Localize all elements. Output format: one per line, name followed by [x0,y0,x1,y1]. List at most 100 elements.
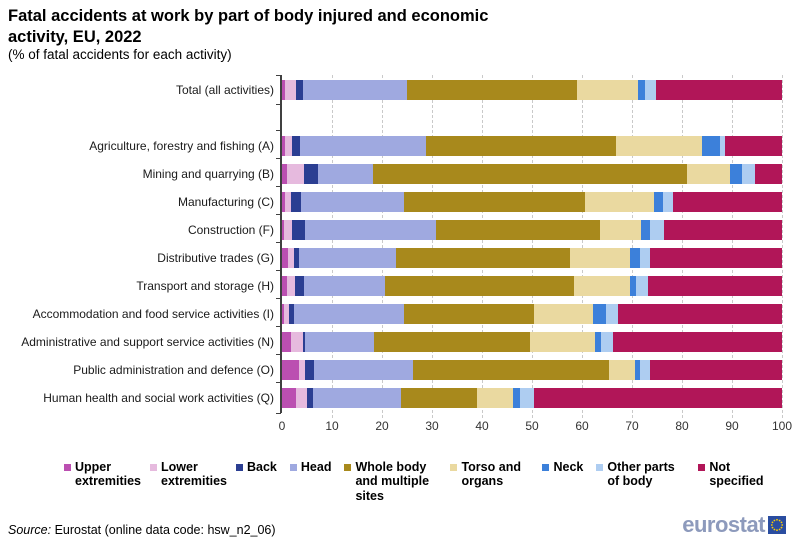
bar-segment-neck [630,248,640,268]
eurostat-logo-text: eurostat [682,512,765,537]
legend-item: Not specified [698,460,771,503]
bar-segment-whole-body-and-multiple-sites [412,360,609,380]
legend-label: Other parts of body [607,460,675,489]
category-label: Public administration and defence (O) [73,363,274,377]
bar-segment-upper-extremities [282,388,296,408]
gridline [632,75,633,418]
bar-segment-lower-extremities [290,332,303,352]
bar-segment-not-specified [725,136,782,156]
bar-segment-lower-extremities [295,388,307,408]
bar-segment-lower-extremities [285,80,296,100]
legend-item: Other parts of body [596,460,685,503]
y-axis-tick [276,242,281,243]
bar-segment-upper-extremities [282,164,287,184]
bar-row [282,276,782,296]
source-text: Eurostat (online data code: hsw_n2_06) [51,523,276,537]
legend-item: Head [289,460,332,503]
bar-segment-not-specified [613,332,782,352]
bar-segment-neck [701,136,720,156]
y-axis-tick [276,130,281,131]
bar-segment-torso-and-organs [615,136,702,156]
bar-segment-other-parts-of-body [650,220,664,240]
legend-swatch [450,464,458,471]
bar-segment-whole-body-and-multiple-sites [374,332,530,352]
bar-segment-head [300,136,426,156]
bar-segment-other-parts-of-body [742,164,755,184]
bar-segment-head [314,360,413,380]
category-label: Manufacturing (C) [177,195,274,209]
bar-segment-not-specified [650,360,782,380]
y-axis-tick [276,214,281,215]
bar-segment-back [291,220,305,240]
bar-segment-upper-extremities [282,332,291,352]
bar-segment-neck [640,220,650,240]
gridline [332,75,333,418]
bar-segment-other-parts-of-body [600,332,613,352]
bar-segment-back [292,136,300,156]
bar-segment-lower-extremities [284,304,289,324]
bar-segment-torso-and-organs [574,276,630,296]
legend-swatch [289,464,297,471]
bar-segment-head [313,388,401,408]
axis-tick-label: 50 [525,419,539,433]
bar-segment-not-specified [655,80,782,100]
bar-segment-torso-and-organs [533,304,593,324]
bar-segment-torso-and-organs [577,80,638,100]
bar-segment-lower-extremities [286,164,304,184]
bar-row [282,164,782,184]
bar-segment-other-parts-of-body [639,248,650,268]
axis-tick-label: 90 [725,419,739,433]
bar-segment-other-parts-of-body [645,80,656,100]
bar-segment-head [317,164,373,184]
bar-segment-upper-extremities [282,248,288,268]
chart-subtitle: (% of fatal accidents for each activity) [8,47,232,62]
title-line-2: activity, EU, 2022 [8,28,142,47]
bar-segment-head [300,192,404,212]
bar-segment-other-parts-of-body [640,360,650,380]
bar-segment-head [302,80,407,100]
bar-row [282,136,782,156]
page-title: Fatal accidents at work by part of body … [8,6,628,48]
y-axis-tick [276,75,281,76]
eurostat-logo: eurostat [682,512,786,538]
bar-segment-head [294,304,404,324]
bar-row [282,360,782,380]
bar-segment-torso-and-organs [570,248,630,268]
bar-segment-other-parts-of-body [719,136,725,156]
y-axis-line [280,75,282,413]
bar-segment-not-specified [664,220,782,240]
bar-segment-whole-body-and-multiple-sites [403,192,585,212]
gridline [782,75,783,418]
bar-segment-not-specified [673,192,782,212]
y-axis-tick [276,354,281,355]
bar-segment-head [305,332,374,352]
legend-item: Whole body and multiple sites [344,460,437,503]
bar-row [282,248,782,268]
y-axis-tick [276,413,281,414]
bar-segment-back [304,164,318,184]
legend-label: Head [300,460,332,474]
bar-segment-not-specified [618,304,782,324]
bar-segment-other-parts-of-body [519,388,534,408]
legend-swatch [236,464,243,471]
bar-segment-back [294,248,299,268]
bar-segment-torso-and-organs [600,220,641,240]
bar-segment-not-specified [754,164,782,184]
bar-segment-whole-body-and-multiple-sites [407,80,577,100]
legend-item: Back [236,460,277,503]
bar-segment-torso-and-organs [609,360,635,380]
bar-segment-upper-extremities [282,192,285,212]
bar-segment-torso-and-organs [529,332,595,352]
bar-segment-head [298,248,396,268]
bar-segment-other-parts-of-body [663,192,673,212]
category-label: Transport and storage (H) [136,279,274,293]
bar-segment-back [288,304,294,324]
legend-swatch [542,464,550,471]
bar-segment-not-specified [533,388,782,408]
bar-segment-neck [595,332,601,352]
legend-item: Upper extremities [64,460,141,503]
bar-segment-upper-extremities [282,136,285,156]
bar-segment-other-parts-of-body [605,304,618,324]
bar-segment-lower-extremities [298,360,305,380]
category-label: Construction (F) [187,223,274,237]
